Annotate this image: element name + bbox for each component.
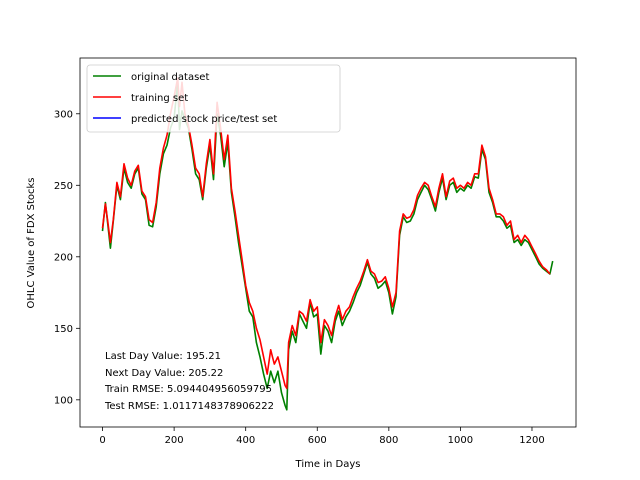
x-tick-label: 800 [379,435,398,446]
x-axis-label: Time in Days [295,459,361,470]
x-tick-label: 600 [308,435,327,446]
x-tick-label: 0 [99,435,105,446]
legend-label-original: original dataset [131,72,209,83]
annotation-train-rmse: Train RMSE: 5.094404956059795 [104,384,272,395]
annotation-last-day: Last Day Value: 195.21 [105,351,221,362]
legend-label-training: training set [131,93,188,104]
stats-annotations: Last Day Value: 195.21 Next Day Value: 2… [104,351,274,412]
y-tick-label: 150 [54,324,73,335]
axes-frame [79,57,577,428]
annotation-test-rmse: Test RMSE: 1.0117148378906222 [104,401,274,412]
y-axis-label: OHLC Value of FDX Stocks [26,178,37,309]
y-tick-label: 300 [54,109,73,120]
y-axis-ticks: 100 150 200 250 300 [54,109,80,406]
y-tick-label: 250 [54,181,73,192]
annotation-next-day: Next Day Value: 205.22 [105,368,223,379]
x-tick-label: 1200 [519,435,544,446]
x-tick-label: 200 [165,435,184,446]
legend-box [86,64,341,133]
y-tick-label: 200 [54,252,73,263]
x-axis-ticks: 0 200 400 600 800 1000 1200 [99,427,545,446]
x-tick-label: 400 [236,435,255,446]
legend: original dataset training set predicted … [86,64,341,133]
y-tick-label: 100 [54,395,73,406]
x-tick-label: 1000 [448,435,473,446]
legend-label-predicted: predicted stock price/test set [131,114,277,125]
